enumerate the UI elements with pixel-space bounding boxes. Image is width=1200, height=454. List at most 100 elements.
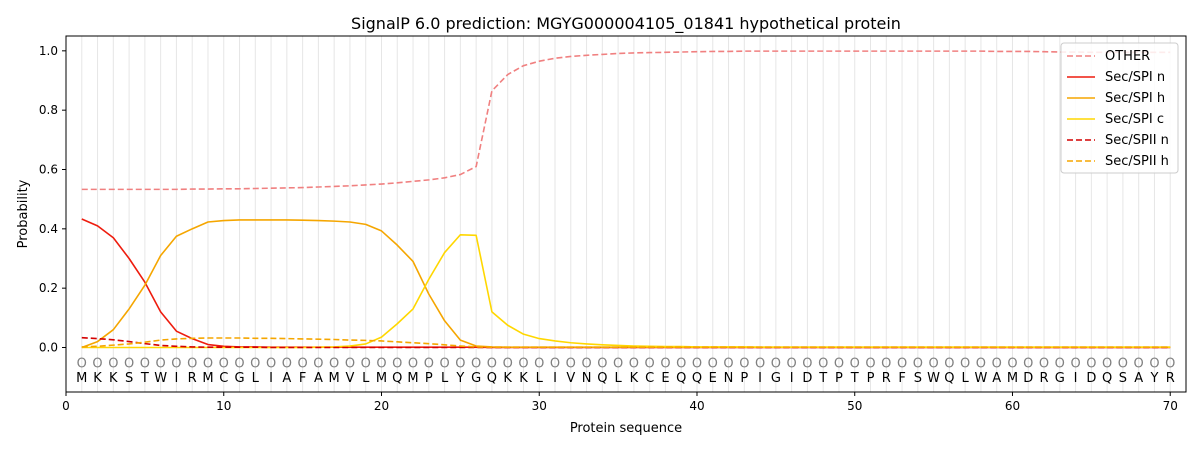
residue-marker: O	[692, 356, 702, 371]
residue-marker: O	[518, 356, 528, 371]
residue-letter: Q	[676, 371, 686, 386]
residue-marker: O	[1118, 356, 1128, 371]
residue-marker: O	[897, 356, 907, 371]
residue-letter: L	[614, 371, 622, 386]
residue-marker: O	[1102, 356, 1112, 371]
residue-letter: S	[1119, 371, 1127, 386]
y-axis-label: Probability	[16, 179, 31, 248]
residue-letter: M	[202, 371, 213, 386]
residue-letter: Y	[455, 371, 464, 386]
residue-letter: G	[1055, 371, 1065, 386]
residue-marker: O	[613, 356, 623, 371]
residue-marker: O	[850, 356, 860, 371]
residue-marker: O	[976, 356, 986, 371]
residue-letter: W	[154, 371, 167, 386]
residue-marker: O	[203, 356, 213, 371]
residue-marker: O	[865, 356, 875, 371]
residue-letter: T	[140, 371, 149, 386]
legend-label: Sec/SPI c	[1105, 112, 1164, 127]
residue-letter: R	[1166, 371, 1175, 386]
residue-letter: I	[758, 371, 762, 386]
residue-marker: O	[771, 356, 781, 371]
residue-marker: O	[282, 356, 292, 371]
series-line	[81, 233, 1171, 349]
residue-letter: K	[93, 371, 102, 386]
residue-letter: N	[724, 371, 734, 386]
residue-marker: O	[534, 356, 544, 371]
residue-marker: O	[1039, 356, 1049, 371]
residue-marker: O	[503, 356, 513, 371]
residue-letter: E	[661, 371, 669, 386]
residue-letter: F	[898, 371, 905, 386]
residue-letter: Y	[1149, 371, 1158, 386]
x-tick-label: 70	[1163, 399, 1178, 413]
legend-label: Sec/SPII n	[1105, 133, 1169, 148]
residue-marker: O	[455, 356, 465, 371]
residue-letter: S	[125, 371, 133, 386]
residue-marker: O	[597, 356, 607, 371]
residue-letter: K	[519, 371, 528, 386]
residue-letter: L	[536, 371, 544, 386]
residue-letter: A	[282, 371, 291, 386]
residue-marker: O	[944, 356, 954, 371]
residue-letter: D	[802, 371, 812, 386]
residue-letter: G	[471, 371, 481, 386]
residue-marker: O	[266, 356, 276, 371]
residue-letter: R	[1040, 371, 1049, 386]
residue-marker: O	[1165, 356, 1175, 371]
residue-marker: O	[992, 356, 1002, 371]
residue-marker: O	[928, 356, 938, 371]
residue-letter: K	[630, 371, 639, 386]
residue-marker-layer: OMOKOKOSOTOWOIOROMOCOGOLOIOAOFOAOMOVOLOM…	[76, 356, 1175, 386]
x-tick-label: 10	[216, 399, 231, 413]
residue-letter: L	[252, 371, 260, 386]
residue-marker: O	[471, 356, 481, 371]
legend-label: Sec/SPII h	[1105, 154, 1169, 169]
residue-letter: P	[740, 371, 748, 386]
residue-letter: M	[407, 371, 418, 386]
residue-letter: A	[992, 371, 1001, 386]
residue-marker: O	[108, 356, 118, 371]
residue-marker: O	[1134, 356, 1144, 371]
residue-marker: O	[913, 356, 923, 371]
grid-layer	[81, 36, 1171, 392]
residue-marker: O	[424, 356, 434, 371]
y-tick-label: 0.8	[39, 103, 58, 117]
residue-marker: O	[1055, 356, 1065, 371]
residue-letter: S	[914, 371, 922, 386]
residue-marker: O	[140, 356, 150, 371]
residue-marker: O	[1086, 356, 1096, 371]
residue-marker: O	[960, 356, 970, 371]
residue-marker: O	[187, 356, 197, 371]
residue-marker: O	[834, 356, 844, 371]
residue-marker: O	[250, 356, 260, 371]
residue-marker: O	[345, 356, 355, 371]
residue-letter: P	[835, 371, 843, 386]
residue-letter: Q	[1102, 371, 1112, 386]
residue-letter: I	[175, 371, 179, 386]
series-line	[81, 50, 1171, 191]
plot-frame	[65, 35, 1187, 393]
residue-marker: O	[1007, 356, 1017, 371]
x-tick-label: 60	[1005, 399, 1020, 413]
residue-marker: O	[581, 356, 591, 371]
residue-marker: O	[708, 356, 718, 371]
x-tick-label: 50	[847, 399, 862, 413]
residue-marker: O	[550, 356, 560, 371]
residue-marker: O	[660, 356, 670, 371]
residue-letter: Q	[944, 371, 954, 386]
residue-marker: O	[802, 356, 812, 371]
chart-title: SignalP 6.0 prediction: MGYG000004105_01…	[351, 14, 901, 34]
residue-marker: O	[156, 356, 166, 371]
residue-marker: O	[77, 356, 87, 371]
residue-letter: A	[1134, 371, 1143, 386]
residue-letter: M	[376, 371, 387, 386]
residue-letter: K	[503, 371, 512, 386]
residue-letter: W	[974, 371, 987, 386]
residue-letter: I	[790, 371, 794, 386]
residue-letter: C	[219, 371, 228, 386]
residue-letter: V	[345, 371, 354, 386]
residue-marker: O	[818, 356, 828, 371]
